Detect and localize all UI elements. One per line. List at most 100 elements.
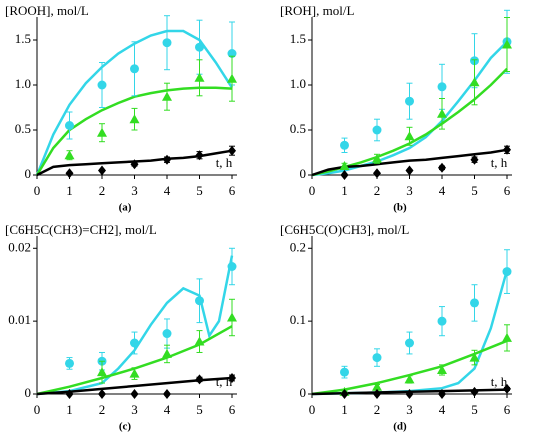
point bbox=[437, 316, 447, 326]
point bbox=[130, 389, 139, 399]
point bbox=[340, 389, 349, 399]
y-tick-label: 0 bbox=[25, 166, 32, 181]
point bbox=[470, 298, 479, 308]
point bbox=[195, 374, 204, 385]
x-tick-label: 5 bbox=[471, 402, 478, 417]
point bbox=[405, 338, 414, 348]
x-tick-label: 6 bbox=[504, 183, 511, 198]
y-tick-label: 0.01 bbox=[8, 312, 31, 327]
x-tick-label: 2 bbox=[374, 183, 381, 198]
point bbox=[340, 367, 349, 377]
y-tick-label: 1.0 bbox=[15, 76, 31, 91]
x-tick-label: 4 bbox=[439, 183, 446, 198]
y-tick-label: 0 bbox=[300, 166, 307, 181]
point bbox=[65, 168, 74, 179]
x-tick-label: 6 bbox=[229, 183, 236, 198]
point bbox=[195, 150, 204, 161]
point bbox=[503, 383, 511, 394]
x-tick-label: 4 bbox=[164, 402, 171, 417]
y-tick-label: 0.2 bbox=[290, 239, 306, 254]
point bbox=[98, 389, 106, 399]
point bbox=[97, 367, 107, 377]
point bbox=[98, 165, 106, 176]
point bbox=[163, 154, 171, 165]
x-axis-title: t, h bbox=[491, 155, 508, 170]
point bbox=[405, 96, 414, 106]
y-tick-label: 1.5 bbox=[290, 31, 306, 46]
x-tick-label: 4 bbox=[439, 402, 446, 417]
point bbox=[227, 73, 237, 83]
panel-label: (a) bbox=[119, 202, 132, 214]
y-axis-title: [C6H5C(CH3)=CH2], mol/L bbox=[5, 222, 157, 237]
y-tick-label: 0.1 bbox=[290, 312, 306, 327]
x-axis-title: t, h bbox=[216, 155, 233, 170]
x-tick-label: 0 bbox=[34, 402, 41, 417]
y-tick-label: 0 bbox=[300, 385, 307, 400]
x-tick-label: 4 bbox=[164, 183, 171, 198]
point bbox=[64, 150, 75, 160]
point bbox=[194, 336, 205, 346]
x-tick-label: 2 bbox=[99, 402, 106, 417]
x-axis-title: t, h bbox=[491, 374, 508, 389]
point bbox=[404, 131, 415, 141]
point bbox=[469, 352, 480, 362]
point bbox=[97, 127, 107, 137]
x-tick-label: 3 bbox=[131, 402, 138, 417]
point bbox=[228, 145, 236, 156]
x-tick-label: 3 bbox=[131, 183, 138, 198]
point bbox=[340, 170, 349, 180]
x-tick-label: 5 bbox=[471, 183, 478, 198]
y-tick-label: 0 bbox=[25, 385, 32, 400]
y-axis-title: [ROOH], mol/L bbox=[5, 3, 89, 18]
y-tick-label: 0.02 bbox=[8, 239, 31, 254]
x-tick-label: 2 bbox=[374, 402, 381, 417]
point bbox=[373, 389, 381, 399]
point bbox=[130, 64, 139, 74]
point bbox=[162, 348, 172, 358]
point bbox=[470, 154, 479, 165]
point bbox=[437, 108, 447, 118]
x-tick-label: 3 bbox=[406, 183, 413, 198]
point bbox=[130, 159, 139, 170]
x-tick-label: 1 bbox=[341, 183, 348, 198]
point bbox=[130, 338, 139, 348]
point bbox=[372, 381, 382, 391]
point bbox=[97, 80, 107, 90]
x-tick-label: 0 bbox=[309, 402, 316, 417]
panel-label: (c) bbox=[119, 421, 132, 433]
y-tick-label: 0.5 bbox=[290, 121, 306, 136]
x-tick-label: 0 bbox=[34, 183, 41, 198]
point bbox=[65, 358, 74, 368]
x-tick-label: 6 bbox=[229, 402, 236, 417]
point bbox=[373, 168, 381, 179]
y-axis-title: [ROH], mol/L bbox=[280, 3, 354, 18]
panel-label: (b) bbox=[393, 202, 407, 214]
point bbox=[405, 389, 414, 399]
y-tick-label: 0.5 bbox=[15, 121, 31, 136]
y-axis-title: [C6H5C(O)CH3], mol/L bbox=[280, 222, 409, 237]
point bbox=[129, 114, 140, 124]
y-tick-label: 1.0 bbox=[290, 76, 306, 91]
panel-label: (d) bbox=[393, 421, 407, 433]
y-tick-label: 1.5 bbox=[15, 31, 31, 46]
point bbox=[437, 364, 447, 374]
x-tick-label: 0 bbox=[309, 183, 316, 198]
point bbox=[437, 82, 447, 92]
point bbox=[502, 332, 512, 342]
point bbox=[405, 165, 414, 176]
x-tick-label: 2 bbox=[99, 183, 106, 198]
x-tick-label: 1 bbox=[341, 402, 348, 417]
x-tick-label: 5 bbox=[196, 183, 203, 198]
point bbox=[502, 39, 512, 49]
point bbox=[65, 389, 74, 399]
x-tick-label: 3 bbox=[406, 402, 413, 417]
point bbox=[469, 77, 480, 87]
point bbox=[470, 386, 479, 397]
point bbox=[194, 72, 205, 82]
x-tick-label: 6 bbox=[504, 402, 511, 417]
point bbox=[438, 389, 446, 399]
point bbox=[163, 389, 171, 399]
point bbox=[503, 144, 511, 155]
point bbox=[340, 140, 349, 150]
